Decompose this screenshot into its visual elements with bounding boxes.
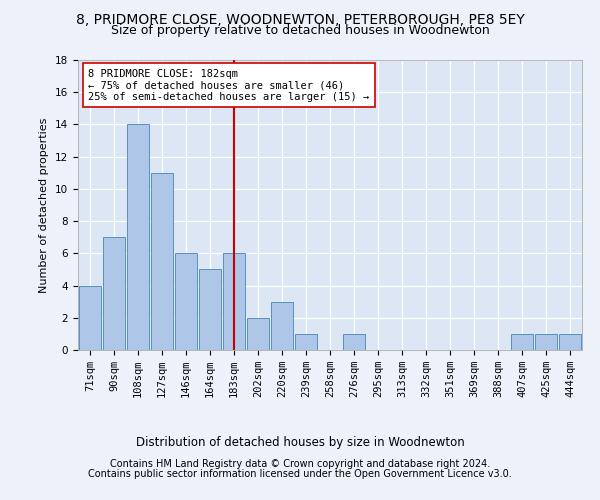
- Bar: [343, 334, 365, 350]
- Bar: [175, 254, 197, 350]
- Text: Contains public sector information licensed under the Open Government Licence v3: Contains public sector information licen…: [88, 469, 512, 479]
- Bar: [295, 334, 317, 350]
- Bar: [511, 334, 533, 350]
- Text: 8, PRIDMORE CLOSE, WOODNEWTON, PETERBOROUGH, PE8 5EY: 8, PRIDMORE CLOSE, WOODNEWTON, PETERBORO…: [76, 12, 524, 26]
- Bar: [79, 286, 101, 350]
- Text: Contains HM Land Registry data © Crown copyright and database right 2024.: Contains HM Land Registry data © Crown c…: [110, 459, 490, 469]
- Bar: [247, 318, 269, 350]
- Bar: [271, 302, 293, 350]
- Bar: [103, 237, 125, 350]
- Bar: [535, 334, 557, 350]
- Bar: [127, 124, 149, 350]
- Text: Size of property relative to detached houses in Woodnewton: Size of property relative to detached ho…: [110, 24, 490, 37]
- Text: Distribution of detached houses by size in Woodnewton: Distribution of detached houses by size …: [136, 436, 464, 449]
- Bar: [223, 254, 245, 350]
- Y-axis label: Number of detached properties: Number of detached properties: [40, 118, 49, 292]
- Text: 8 PRIDMORE CLOSE: 182sqm
← 75% of detached houses are smaller (46)
25% of semi-d: 8 PRIDMORE CLOSE: 182sqm ← 75% of detach…: [88, 68, 370, 102]
- Bar: [559, 334, 581, 350]
- Bar: [199, 270, 221, 350]
- Bar: [151, 173, 173, 350]
